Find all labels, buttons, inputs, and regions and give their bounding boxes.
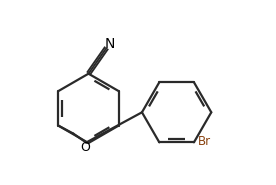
Text: Br: Br [198, 135, 211, 148]
Text: N: N [104, 37, 115, 51]
Text: O: O [80, 141, 90, 154]
